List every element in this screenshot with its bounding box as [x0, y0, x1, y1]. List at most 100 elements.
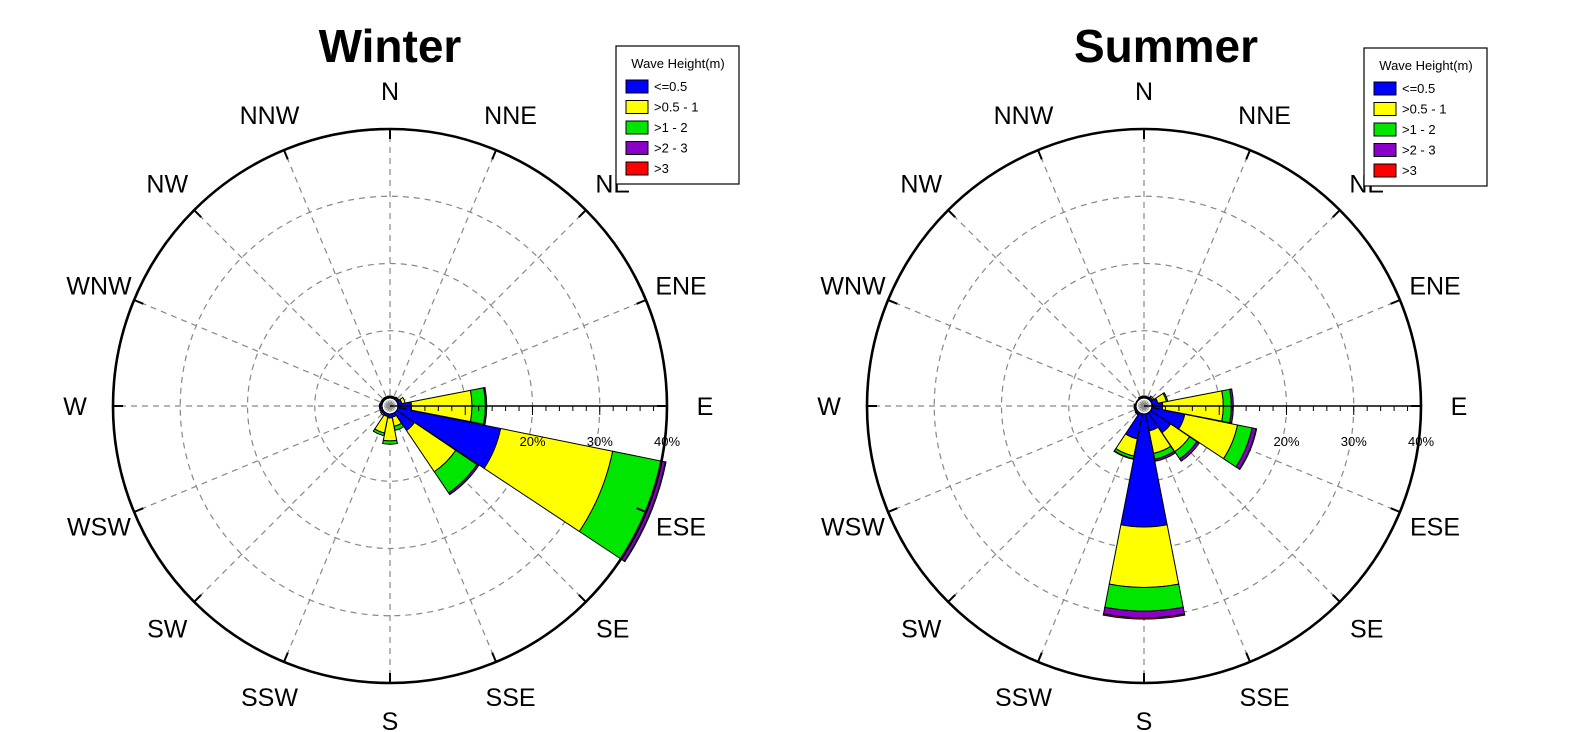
grid-spoke	[133, 405, 391, 513]
petal-segment-s	[1104, 583, 1184, 612]
direction-tick	[193, 594, 202, 603]
direction-tick	[283, 149, 289, 160]
grid-spoke	[133, 299, 391, 407]
direction-label-w: W	[817, 393, 841, 421]
petal-segment-s	[1102, 613, 1186, 620]
petal-segment-sw	[1134, 410, 1140, 416]
legend-title: Wave Height(m)	[1379, 58, 1472, 73]
direction-label-se: SE	[1350, 616, 1383, 644]
petal-segment-ssw	[1113, 450, 1134, 460]
direction-label-wnw: WNW	[820, 272, 886, 300]
grid-spoke	[389, 299, 647, 407]
direction-label-n: N	[1135, 78, 1153, 106]
legend-swatch	[1373, 163, 1397, 178]
petal-segment-n	[1141, 395, 1147, 398]
petal-segment-s	[382, 439, 398, 445]
legend-title: Wave Height(m)	[631, 56, 724, 71]
legend-swatch	[625, 161, 649, 176]
direction-label-ssw: SSW	[995, 684, 1052, 712]
petal-segment-se	[447, 463, 480, 496]
petal-segment-n	[387, 395, 393, 398]
legend-swatch	[625, 120, 649, 135]
petal-segment-se	[1178, 440, 1200, 462]
direction-tick	[887, 299, 898, 305]
legend-item-label: >3	[654, 161, 669, 176]
legend-swatch	[1373, 143, 1397, 157]
grid-spoke	[947, 405, 1145, 603]
direction-label-wnw: WNW	[66, 272, 132, 300]
grid-spoke	[193, 405, 391, 603]
legend: Wave Height(m) <=0.5 >0.5 - 1 >1 - 2 >2 - 3 >…	[615, 45, 740, 185]
grid-spoke	[283, 149, 391, 407]
petal-segment-e	[483, 386, 488, 426]
direction-tick	[578, 594, 587, 603]
direction-tick	[491, 149, 497, 160]
direction-label-sse: SSE	[486, 684, 536, 712]
legend-swatch	[1373, 81, 1397, 96]
direction-tick	[133, 507, 144, 513]
summer-rose-svg: 20%30%40%NNNENEENEEESESESSESSSWSWWSWWWNW…	[817, 20, 1488, 732]
grid-spoke	[389, 149, 497, 407]
petal-segment-ese	[1238, 428, 1258, 471]
direction-tick	[1390, 299, 1401, 305]
direction-label-nnw: NNW	[240, 102, 300, 130]
direction-label-wsw: WSW	[821, 514, 885, 542]
legend-item-label: >3	[1402, 163, 1417, 178]
direction-tick	[947, 209, 956, 218]
direction-label-nw: NW	[900, 170, 942, 198]
legend-item-label: >1 - 2	[654, 120, 688, 135]
direction-label-n: N	[381, 78, 399, 106]
legend-swatch	[1373, 102, 1397, 116]
direction-tick	[1037, 149, 1043, 160]
direction-label-e: E	[697, 393, 714, 421]
radial-tick-label: 40%	[654, 434, 680, 449]
direction-tick	[1332, 209, 1341, 218]
direction-label-se: SE	[596, 616, 629, 644]
legend-item-label: >0.5 - 1	[1402, 102, 1446, 117]
direction-label-e: E	[1451, 393, 1468, 421]
direction-tick	[193, 209, 202, 218]
direction-label-ese: ESE	[656, 514, 706, 542]
direction-label-nne: NNE	[484, 102, 537, 130]
petal-segment-nnw	[383, 395, 389, 399]
petal-segment-ssw	[372, 428, 386, 437]
direction-label-w: W	[63, 393, 87, 421]
direction-tick	[1332, 594, 1341, 603]
legend-swatch	[625, 141, 649, 155]
direction-tick	[1390, 507, 1401, 513]
legend-box	[1363, 47, 1488, 187]
petal-segment-w	[378, 403, 381, 409]
direction-label-nnw: NNW	[994, 102, 1054, 130]
radial-tick-label: 40%	[1408, 434, 1434, 449]
direction-label-s: S	[382, 708, 399, 732]
direction-label-ssw: SSW	[241, 684, 298, 712]
direction-label-sw: SW	[147, 616, 188, 644]
direction-tick	[1245, 149, 1251, 160]
direction-label-ene: ENE	[655, 272, 706, 300]
radial-tick-label: 20%	[1273, 434, 1299, 449]
radial-tick-label: 30%	[587, 434, 613, 449]
legend-item-label: <=0.5	[654, 79, 687, 94]
direction-label-ese: ESE	[1410, 514, 1460, 542]
legend-item-label: <=0.5	[1402, 81, 1435, 96]
direction-label-wsw: WSW	[67, 514, 131, 542]
grid-spoke	[887, 405, 1145, 513]
grid-spoke	[389, 209, 587, 407]
grid-spoke	[1143, 209, 1341, 407]
direction-tick	[1245, 652, 1251, 663]
direction-label-s: S	[1136, 708, 1153, 732]
winter-rose-svg: 20% 30% 40%NNNENEENEEESESESSESSSWSWWSWWWNW…	[63, 20, 740, 732]
direction-tick	[636, 299, 647, 305]
grid-spoke	[1037, 149, 1145, 407]
petal-segment-nnw	[1137, 395, 1143, 399]
chart-title: Summer	[1074, 20, 1258, 72]
grid-spoke	[1143, 149, 1251, 407]
direction-tick	[1037, 652, 1043, 663]
legend: Wave Height(m) <=0.5 >0.5 - 1 >1 - 2 >2 - 3 >…	[1363, 47, 1488, 187]
legend-box	[615, 45, 740, 185]
direction-label-nne: NNE	[1238, 102, 1291, 130]
grid-spoke	[887, 299, 1145, 407]
petal-segment-w	[1133, 403, 1136, 409]
summer-rose-panel: 20%30%40%NNNENEENEEESESESSESSSWSWWSWWWNW…	[754, 0, 1546, 732]
legend-item-label: >2 - 3	[654, 141, 688, 156]
